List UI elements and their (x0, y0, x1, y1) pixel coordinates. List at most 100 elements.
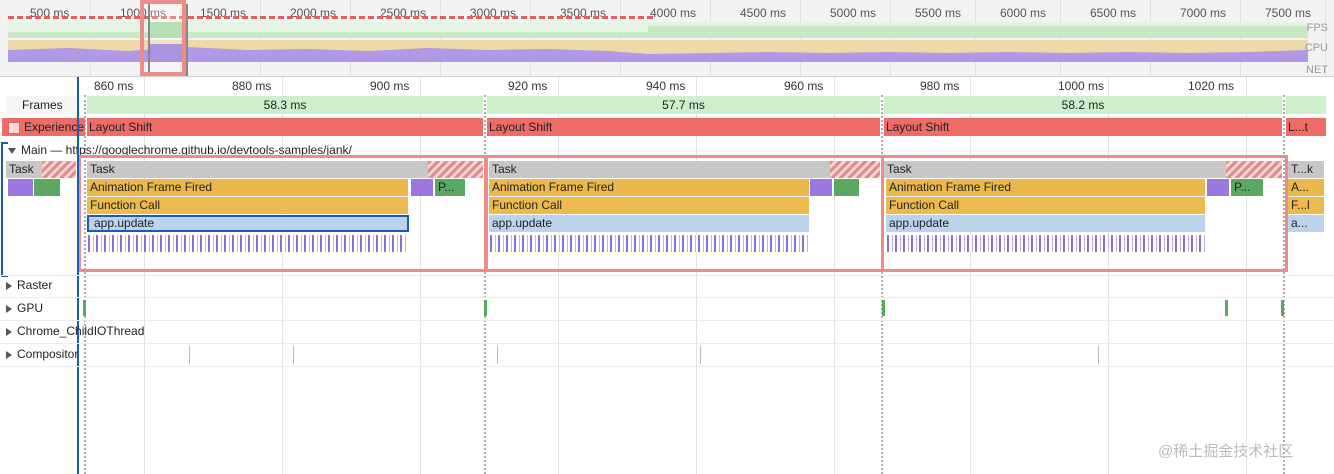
animation-frame-fired-block[interactable]: Animation Frame Fired (87, 179, 408, 196)
overview-gridline (890, 0, 891, 76)
frame-highlight-box (78, 155, 488, 272)
layout-shift-event[interactable]: Layout Shift (884, 118, 1282, 136)
task-block[interactable]: Task (884, 161, 1282, 178)
experience-label: Experience (24, 120, 85, 134)
expand-triangle-icon (6, 327, 12, 336)
layout-shift-event[interactable]: Layout Shift (87, 118, 483, 136)
watermark: @稀土掘金技术社区 (1158, 443, 1294, 460)
compositor-track-header[interactable]: Compositor (6, 347, 78, 361)
ruler-tick-label: 860 ms (94, 79, 134, 93)
long-task-indicator (8, 16, 653, 19)
cpu-lane-label: CPU (1304, 42, 1328, 54)
gpu-track-header[interactable]: GPU (6, 301, 43, 315)
childio-track-header[interactable]: Chrome_ChildIOThread (6, 324, 144, 338)
compositor-event[interactable] (189, 346, 190, 364)
function-call-block[interactable]: Function Call (886, 197, 1205, 214)
frame-highlight-box (881, 155, 1288, 272)
overview-gridline (975, 0, 976, 76)
gpu-event[interactable] (484, 300, 487, 316)
main-thread-header[interactable]: Main — https://googlechrome.github.io/de… (8, 143, 352, 157)
long-task-hatch (830, 161, 880, 178)
frame-bar[interactable]: 58.3 ms (87, 96, 483, 114)
event-block[interactable] (1207, 179, 1229, 196)
event-block[interactable] (834, 179, 859, 196)
long-task-hatch (428, 161, 483, 178)
raster-track-header[interactable]: Raster (6, 278, 52, 292)
overview-gridline (180, 0, 181, 76)
compositor-event[interactable] (293, 346, 294, 364)
app-update-block[interactable]: a... (1288, 215, 1324, 232)
overview-gridline (1150, 0, 1151, 76)
experience-track-header[interactable]: Experience (2, 118, 85, 136)
event-block[interactable] (411, 179, 433, 196)
compositor-event[interactable] (700, 346, 701, 364)
gpu-label: GPU (17, 301, 44, 315)
overview-selection-window[interactable] (148, 4, 188, 76)
layout-shift-event[interactable]: L...t (1286, 118, 1326, 136)
fps-lane-label: FPS (1306, 22, 1328, 34)
raster-label: Raster (17, 278, 53, 292)
frame-highlight-box (484, 155, 884, 272)
overview-gridline (620, 0, 621, 76)
frame-bar[interactable]: 57.7 ms (487, 96, 880, 114)
event-block[interactable] (8, 179, 33, 196)
ruler-tick-label: 980 ms (920, 79, 960, 93)
app-update-block[interactable]: app.update (489, 215, 809, 232)
compositor-label: Compositor (17, 347, 79, 361)
gpu-event[interactable] (882, 300, 885, 316)
ruler-tick-label: 900 ms (370, 79, 410, 93)
call-stack-ticks (887, 235, 1205, 252)
expand-triangle-icon (6, 281, 12, 290)
event-block[interactable] (34, 179, 60, 196)
gpu-event[interactable] (1225, 300, 1228, 316)
frame-bar[interactable] (1286, 96, 1326, 114)
time-ruler[interactable]: 860 ms 880 ms 900 ms 920 ms 940 ms 960 ms 980 … (0, 77, 1334, 95)
timeline-overview[interactable]: 500 ms 1000 ms 1500 ms 2000 ms 2500 ms 3000 m… (0, 0, 1334, 77)
paint-block[interactable]: P... (1231, 179, 1263, 196)
overview-highlight-box (140, 0, 186, 76)
task-block[interactable]: Task (87, 161, 483, 178)
gpu-event[interactable] (1281, 300, 1284, 316)
cpu-chart (8, 40, 1308, 62)
overview-tick-label: 7000 ms (1180, 6, 1227, 20)
event-block[interactable] (810, 179, 832, 196)
call-stack-ticks (88, 235, 406, 252)
ruler-tick-label: 960 ms (784, 79, 824, 93)
function-call-block[interactable]: Function Call (87, 197, 408, 214)
frame-boundary-line (484, 95, 486, 474)
compositor-event[interactable] (1098, 346, 1099, 364)
app-update-block[interactable]: app.update (886, 215, 1205, 232)
function-call-block[interactable]: Function Call (489, 197, 809, 214)
overview-gridline (710, 0, 711, 76)
function-call-block[interactable]: F...l (1288, 197, 1324, 214)
overview-gridline (530, 0, 531, 76)
compositor-event[interactable] (497, 346, 498, 364)
animation-frame-fired-block[interactable]: Animation Frame Fired (489, 179, 809, 196)
frame-bar[interactable]: 58.2 ms (884, 96, 1282, 114)
ruler-tick-label: 880 ms (232, 79, 272, 93)
expand-triangle-icon (6, 304, 12, 313)
overview-gridline (350, 0, 351, 76)
animation-frame-fired-block[interactable]: Animation Frame Fired (886, 179, 1205, 196)
net-lane-label: NET (1306, 64, 1328, 76)
overview-tick-label: 7500 ms (1265, 6, 1312, 20)
task-block[interactable]: T...k (1288, 161, 1324, 178)
track-separator (0, 366, 1334, 367)
track-separator (0, 320, 1334, 321)
long-task-hatch (1226, 161, 1282, 178)
animation-frame-fired-block[interactable]: A... (1288, 179, 1324, 196)
app-update-block-selected[interactable]: app.update (87, 215, 409, 232)
paint-block[interactable]: P... (435, 179, 465, 196)
layout-shift-event[interactable]: Layout Shift (487, 118, 880, 136)
track-separator (0, 297, 1334, 298)
overview-tick-label: 6500 ms (1090, 6, 1137, 20)
gpu-event[interactable] (83, 300, 86, 316)
overview-gridline (1325, 0, 1326, 76)
track-separator (0, 275, 1334, 276)
task-block[interactable]: Task (489, 161, 880, 178)
overview-tick-label: 5000 ms (830, 6, 877, 20)
frames-track-header[interactable]: Frames (6, 96, 78, 114)
fps-chart (8, 22, 1308, 38)
frame-boundary-line (84, 95, 86, 474)
overview-tick-label: 5500 ms (915, 6, 962, 20)
